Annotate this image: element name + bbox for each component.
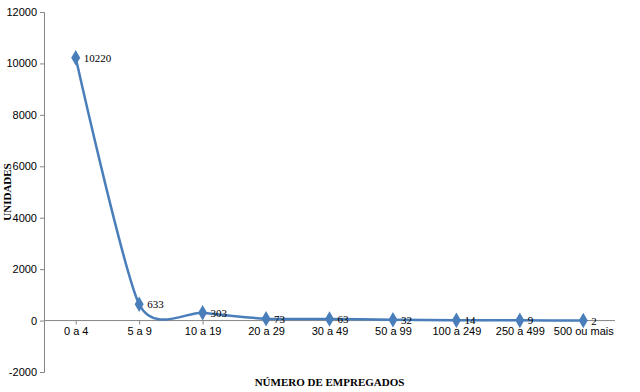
y-axis-line (40, 13, 45, 373)
y-tick-mark (40, 372, 44, 373)
data-label: 14 (464, 314, 476, 326)
x-axis-title: NÚMERO DE EMPREGADOS (255, 376, 405, 388)
y-tick: 10000 (6, 57, 44, 69)
data-label: 633 (147, 298, 164, 310)
x-tick-label: 100 a 249 (432, 325, 481, 337)
y-tick: 12000 (6, 6, 44, 18)
y-tick-label: 8000 (13, 109, 37, 121)
series-marker (515, 313, 524, 329)
data-label: 10220 (84, 52, 112, 64)
y-tick-label: 6000 (13, 160, 37, 172)
series-marker (325, 311, 334, 327)
x-tick-mark (203, 321, 204, 325)
x-tick-mark (139, 321, 140, 325)
series-marker (388, 312, 397, 328)
y-tick-label: 10000 (6, 57, 37, 69)
plot-area (71, 50, 588, 328)
y-axis-title: UNIDADES (1, 163, 13, 220)
series-marker (71, 50, 80, 66)
x-tick-label: 30 a 49 (312, 325, 349, 337)
y-tick-mark (40, 12, 44, 13)
y-tick: 4000 (13, 212, 44, 224)
x-tick-label: 20 a 29 (248, 325, 285, 337)
y-tick-mark (40, 218, 44, 219)
x-tick-label: 50 a 99 (375, 325, 412, 337)
series-marker (579, 313, 588, 329)
y-tick-mark (40, 63, 44, 64)
series-marker (452, 312, 461, 328)
y-tick-mark (40, 321, 44, 322)
y-tick-label: 12000 (6, 6, 37, 18)
y-tick: 8000 (13, 109, 44, 121)
data-label: 9 (528, 314, 534, 326)
y-tick-label: -2000 (9, 366, 37, 378)
y-tick: 6000 (13, 160, 44, 172)
x-tick-label: 10 a 19 (185, 325, 222, 337)
y-tick-label: 4000 (13, 212, 37, 224)
series-marker (262, 311, 271, 327)
data-label: 63 (338, 313, 350, 325)
x-tick-label: 500 ou mais (554, 325, 614, 337)
series-marker (198, 305, 207, 321)
y-tick-label: 2000 (13, 263, 37, 275)
x-tick-mark (76, 321, 77, 325)
x-tick: 0 a 4 (64, 321, 88, 338)
y-tick: -2000 (9, 366, 44, 378)
data-label: 303 (211, 307, 228, 319)
x-tick: 10 a 19 (185, 321, 222, 338)
x-tick: 5 a 9 (127, 321, 151, 338)
y-tick-mark (40, 269, 44, 270)
y-tick: 0 (31, 315, 44, 327)
y-tick: 2000 (13, 263, 44, 275)
series-line (76, 58, 584, 321)
data-label: 2 (591, 315, 597, 327)
data-labels: 10220 633 303 73 63 32 14 9 2 (84, 52, 597, 327)
data-label: 73 (274, 313, 286, 325)
y-tick-label: 0 (31, 315, 37, 327)
y-tick-mark (40, 115, 44, 116)
data-label: 32 (401, 314, 412, 326)
x-tick-label: 5 a 9 (127, 325, 151, 337)
chart: -2000 0 2000 4000 6000 8000 10000 12000 0 a 4 5 a… (0, 0, 640, 392)
y-tick-mark (40, 166, 44, 167)
x-tick-label: 0 a 4 (64, 325, 88, 337)
series-marker (135, 297, 144, 313)
